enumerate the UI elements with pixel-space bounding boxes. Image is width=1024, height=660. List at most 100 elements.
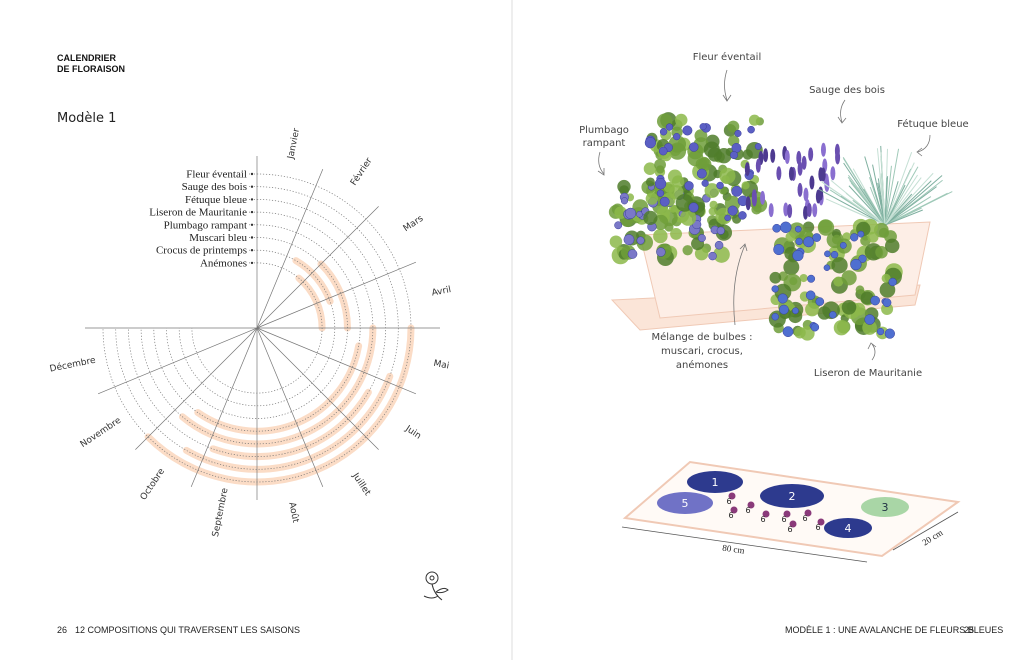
- flower: [754, 143, 762, 150]
- flower: [727, 205, 738, 216]
- flower: [780, 221, 792, 233]
- month-spoke: [190, 327, 258, 488]
- bulb: [747, 501, 755, 509]
- foliage: [645, 192, 658, 205]
- flower: [688, 202, 699, 213]
- flower: [807, 274, 816, 283]
- foliage: [619, 185, 630, 196]
- grass-blade: [884, 180, 932, 226]
- flower: [699, 123, 707, 131]
- bulb: [804, 509, 812, 517]
- flower: [724, 214, 731, 222]
- foliage: [748, 114, 761, 126]
- bulb-number: 6: [726, 497, 731, 506]
- foliage: [656, 165, 665, 174]
- flower: [772, 223, 782, 233]
- bulb: [728, 492, 736, 500]
- plant-dot: [250, 223, 254, 226]
- sage-spike: [815, 189, 821, 204]
- grass-blade: [884, 191, 953, 226]
- plant-ring: [153, 224, 361, 432]
- callout: Liseron de Mauritanie: [814, 368, 922, 379]
- month-spoke: [256, 261, 417, 329]
- flower: [697, 234, 706, 243]
- grass-blade: [848, 185, 886, 226]
- flower: [623, 234, 635, 246]
- flower: [777, 293, 788, 304]
- flower: [644, 137, 656, 149]
- flower: [627, 249, 638, 259]
- month-spoke: [256, 168, 324, 329]
- sage-spike: [796, 150, 802, 165]
- flower: [839, 241, 847, 249]
- plant-dot: [250, 172, 254, 176]
- callout-arrows: [597, 69, 931, 361]
- grass-blade: [821, 181, 886, 226]
- flower: [716, 181, 724, 190]
- flower: [656, 189, 665, 197]
- foliage: [708, 207, 717, 216]
- month-label: Mai: [433, 359, 450, 372]
- plant-label: Anémones: [200, 257, 247, 269]
- zone-number: 5: [682, 497, 689, 510]
- sage-spike: [835, 150, 841, 165]
- flower: [830, 250, 839, 259]
- flower: [795, 237, 803, 246]
- flower: [656, 247, 666, 257]
- plant-dot: [250, 249, 254, 252]
- grass-blade: [880, 152, 886, 226]
- flower: [850, 233, 859, 242]
- foliage: [609, 235, 623, 248]
- callout: anémones: [676, 359, 728, 371]
- flower: [684, 181, 694, 191]
- sage-spike: [788, 166, 794, 181]
- plant-label: Fétuque bleue: [185, 194, 247, 206]
- foliage: [788, 309, 803, 324]
- foliage: [667, 169, 682, 184]
- bulb: [817, 518, 825, 526]
- sage-spike: [801, 155, 807, 170]
- grass-blade: [884, 209, 923, 226]
- foliage: [670, 227, 682, 240]
- plant-dot: [250, 185, 254, 188]
- flower: [731, 142, 742, 153]
- sage-spike: [751, 192, 757, 207]
- plan-zone: [824, 518, 872, 538]
- bulb-number: 6: [781, 515, 786, 524]
- bulb-number: 6: [815, 523, 820, 532]
- foliage: [875, 245, 888, 259]
- foliage: [713, 246, 730, 263]
- bulb: [762, 510, 770, 518]
- model-title: Modèle 1: [57, 111, 116, 126]
- foliage: [695, 158, 708, 170]
- foliage: [884, 238, 900, 254]
- foliage: [721, 175, 730, 184]
- foliage: [805, 302, 820, 317]
- flower: [794, 225, 802, 233]
- bloom-band: [209, 388, 372, 461]
- month-label: Août: [286, 501, 300, 524]
- bulb-number: 6: [802, 514, 807, 523]
- plant-dot: [250, 210, 254, 214]
- flower: [888, 277, 897, 287]
- heading-line: CALENDRIER: [57, 53, 117, 63]
- sage-spike: [803, 187, 809, 202]
- flower: [654, 177, 667, 190]
- foliage: [668, 142, 687, 160]
- flower: [636, 236, 645, 245]
- grass-blade: [825, 198, 886, 226]
- flower: [714, 240, 724, 250]
- flower: [730, 151, 738, 160]
- flower: [792, 307, 799, 315]
- sage-spike: [830, 166, 836, 181]
- grass-blade: [884, 186, 937, 226]
- plant-ring: [102, 173, 412, 483]
- foliage: [703, 141, 720, 158]
- flower: [773, 244, 785, 256]
- sage-spike: [806, 203, 812, 218]
- foliage: [741, 181, 750, 190]
- flower: [771, 285, 779, 293]
- flower: [614, 221, 623, 230]
